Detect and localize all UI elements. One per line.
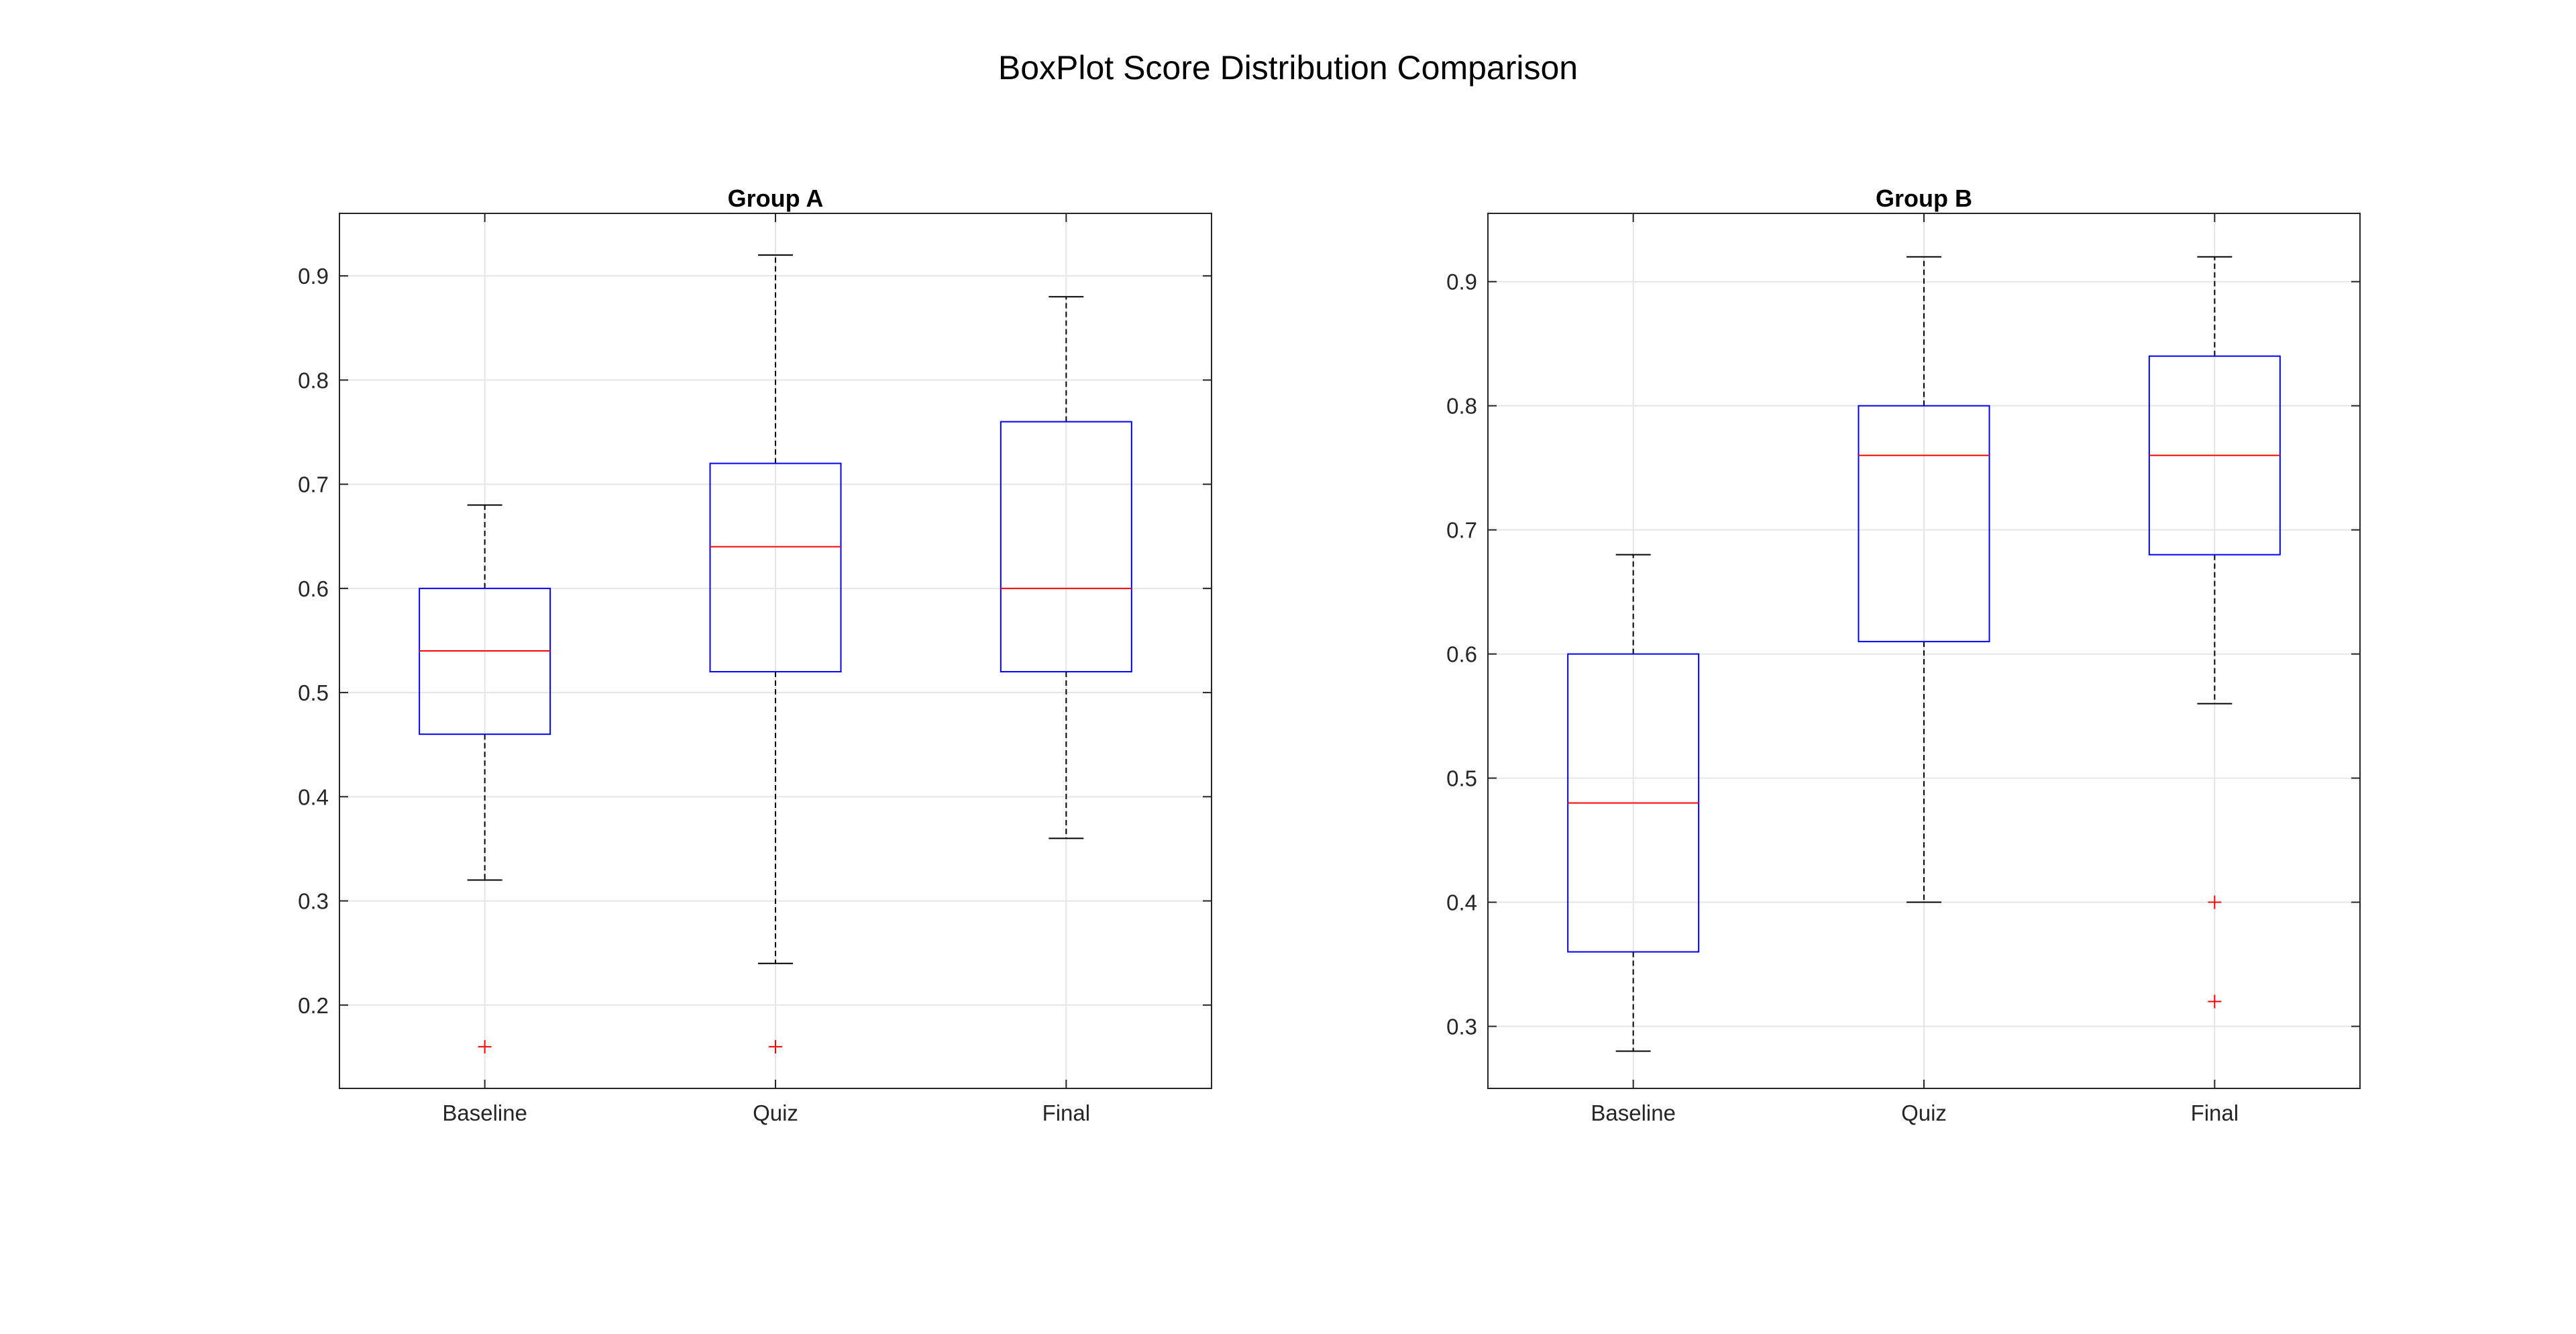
outlier-marker <box>478 1039 492 1054</box>
y-tick-label: 0.9 <box>1446 270 1477 295</box>
y-tick-label: 0.7 <box>1446 518 1477 543</box>
box-body <box>419 587 551 735</box>
box-body <box>1858 405 1990 643</box>
box-quiz <box>1858 256 1990 903</box>
y-tick-label: 0.4 <box>1446 890 1477 915</box>
x-tick-label: Quiz <box>1901 1100 1947 1125</box>
x-tick-label: Quiz <box>753 1100 798 1125</box>
x-tick-label: Baseline <box>442 1100 527 1125</box>
chart-panel-group-b: Group B 0.3 0.4 0.5 0.6 0.7 0.8 0.9 Baseline Quiz… <box>1446 185 2361 1125</box>
y-tick-label: 0.4 <box>298 784 329 809</box>
box-baseline <box>1567 554 1700 1052</box>
figure-title: BoxPlot Score Distribution Comparison <box>998 49 1578 87</box>
panel-title: Group B <box>1876 185 1972 212</box>
x-tick-label: Final <box>1042 1100 1091 1125</box>
box-final <box>2148 256 2281 1009</box>
box-baseline <box>419 504 551 1054</box>
y-tick-label: 0.6 <box>298 576 329 601</box>
box-body <box>709 462 842 673</box>
outlier-marker <box>2208 994 2222 1009</box>
box-body <box>1000 421 1132 673</box>
y-tick-label: 0.5 <box>298 680 329 705</box>
y-tick-label: 0.7 <box>298 472 329 497</box>
chart-panel-group-a: Group A 0.2 0.3 0.4 0.5 0.6 0.7 0.8 0.9 Baseline Q… <box>298 185 1212 1125</box>
x-tick-label: Baseline <box>1591 1100 1676 1125</box>
y-tick-label: 0.5 <box>1446 766 1477 791</box>
y-tick-label: 0.9 <box>298 264 329 289</box>
box-final <box>1000 296 1132 839</box>
y-tick-label: 0.8 <box>298 368 329 393</box>
y-tick-label: 0.2 <box>298 993 329 1018</box>
y-tick-label: 0.8 <box>1446 394 1477 419</box>
y-tick-label: 0.6 <box>1446 642 1477 667</box>
x-tick-label: Final <box>2191 1100 2239 1125</box>
outlier-marker <box>769 1039 782 1054</box>
panel-title: Group A <box>728 185 824 212</box>
box-quiz <box>709 254 842 1054</box>
outlier-marker <box>2208 895 2222 909</box>
y-tick-label: 0.3 <box>1446 1015 1477 1039</box>
y-tick-label: 0.3 <box>298 889 329 914</box>
